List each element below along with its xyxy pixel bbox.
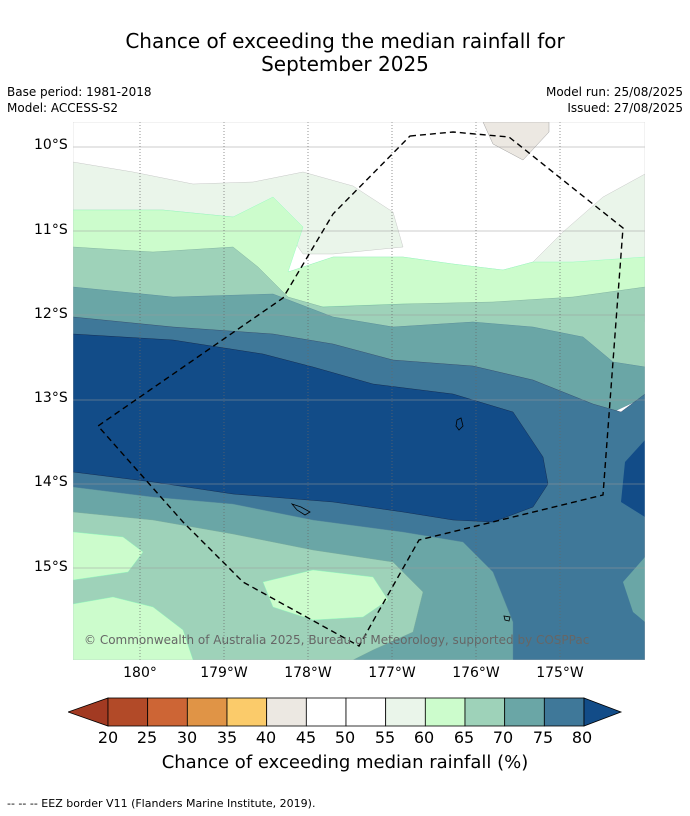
- cb-tick-60: 60: [413, 728, 435, 747]
- cb-tick-30: 30: [176, 728, 198, 747]
- cb-tick-35: 35: [216, 728, 238, 747]
- lat-label-14s: 14°S: [34, 474, 68, 490]
- cb-tick-65: 65: [453, 728, 475, 747]
- colorbar-cell-30: [186, 697, 228, 727]
- colorbar-high-arrow: [583, 697, 623, 727]
- cb-tick-40: 40: [255, 728, 277, 747]
- area-70-75-se: [623, 557, 645, 622]
- area-65-70-east: [613, 312, 645, 362]
- colorbar-cell-35: [226, 697, 268, 727]
- lat-label-12s: 12°S: [34, 306, 68, 322]
- lat-label-15s: 15°S: [34, 559, 68, 575]
- map-title-line1: Chance of exceeding the median rainfall …: [125, 29, 565, 53]
- cb-tick-50: 50: [334, 728, 356, 747]
- colorbar-cell-25: [147, 697, 188, 727]
- colorbar: [68, 697, 623, 727]
- area-80-plus-east: [621, 440, 645, 517]
- base-period: Base period: 1981-2018: [7, 85, 152, 99]
- lon-label-175w: 175°W: [536, 665, 584, 681]
- colorbar-cell-20: [107, 697, 149, 727]
- area-60-65-southwest: [73, 596, 194, 660]
- area-60-65-south: [262, 569, 389, 621]
- colorbar-cell-60: [424, 697, 466, 727]
- eez-footer-note: -- -- -- EEZ border V11 (Flanders Marine…: [7, 797, 316, 810]
- issued-date: Issued: 27/08/2025: [567, 101, 683, 115]
- lat-label-13s: 13°S: [34, 390, 68, 406]
- colorbar-cell-50: [345, 697, 387, 727]
- island-central: [290, 503, 311, 516]
- colorbar-cell-70: [504, 697, 545, 727]
- lon-label-178w: 178°W: [284, 665, 332, 681]
- lon-label-179w: 179°W: [200, 665, 248, 681]
- cb-tick-55: 55: [374, 728, 396, 747]
- map-contours: [73, 122, 645, 660]
- cb-tick-20: 20: [97, 728, 119, 747]
- cb-tick-75: 75: [532, 728, 554, 747]
- colorbar-cells: [107, 697, 585, 727]
- gridlines: [73, 146, 645, 569]
- colorbar-cell-65: [464, 697, 506, 727]
- model-run: Model run: 25/08/2025: [545, 85, 683, 99]
- meta-right: Model run: 25/08/2025 Issued: 27/08/2025: [546, 84, 683, 116]
- cb-tick-70: 70: [492, 728, 514, 747]
- cb-tick-80: 80: [571, 728, 593, 747]
- lon-label-180: 180°: [123, 665, 157, 681]
- area-40-45: [482, 122, 550, 161]
- cb-tick-45: 45: [295, 728, 317, 747]
- eez-border: [96, 131, 624, 647]
- map-title-line2: September 2025: [261, 52, 429, 76]
- meta-left: Base period: 1981-2018 Model: ACCESS-S2: [7, 84, 152, 116]
- island-south: [503, 615, 511, 622]
- rainfall-map: [73, 122, 645, 660]
- lon-label-176w: 176°W: [452, 665, 500, 681]
- colorbar-cell-55: [385, 697, 426, 727]
- colorbar-cell-75: [543, 697, 585, 727]
- colorbar-cell-40: [266, 697, 307, 727]
- colorbar-low-arrow: [68, 697, 109, 727]
- area-80-plus-central: [73, 333, 549, 523]
- colorbar-cell-45: [305, 697, 347, 727]
- lon-label-177w: 177°W: [368, 665, 416, 681]
- lat-label-10s: 10°S: [34, 137, 68, 153]
- copyright-notice: © Commonwealth of Australia 2025, Bureau…: [84, 633, 590, 647]
- lat-label-11s: 11°S: [34, 222, 68, 238]
- island-north: [455, 417, 464, 431]
- model-name: Model: ACCESS-S2: [7, 101, 119, 115]
- map-title: Chance of exceeding the median rainfall …: [0, 30, 690, 76]
- cb-tick-25: 25: [136, 728, 158, 747]
- colorbar-title: Chance of exceeding median rainfall (%): [161, 752, 529, 773]
